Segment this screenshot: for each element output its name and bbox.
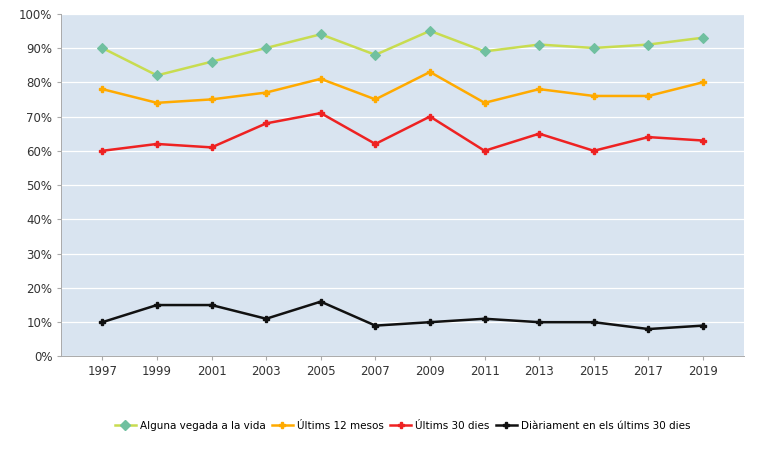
Legend: Alguna vegada a la vida, Últims 12 mesos, Últims 30 dies, Diàriament en els últi: Alguna vegada a la vida, Últims 12 mesos… [111, 416, 694, 435]
